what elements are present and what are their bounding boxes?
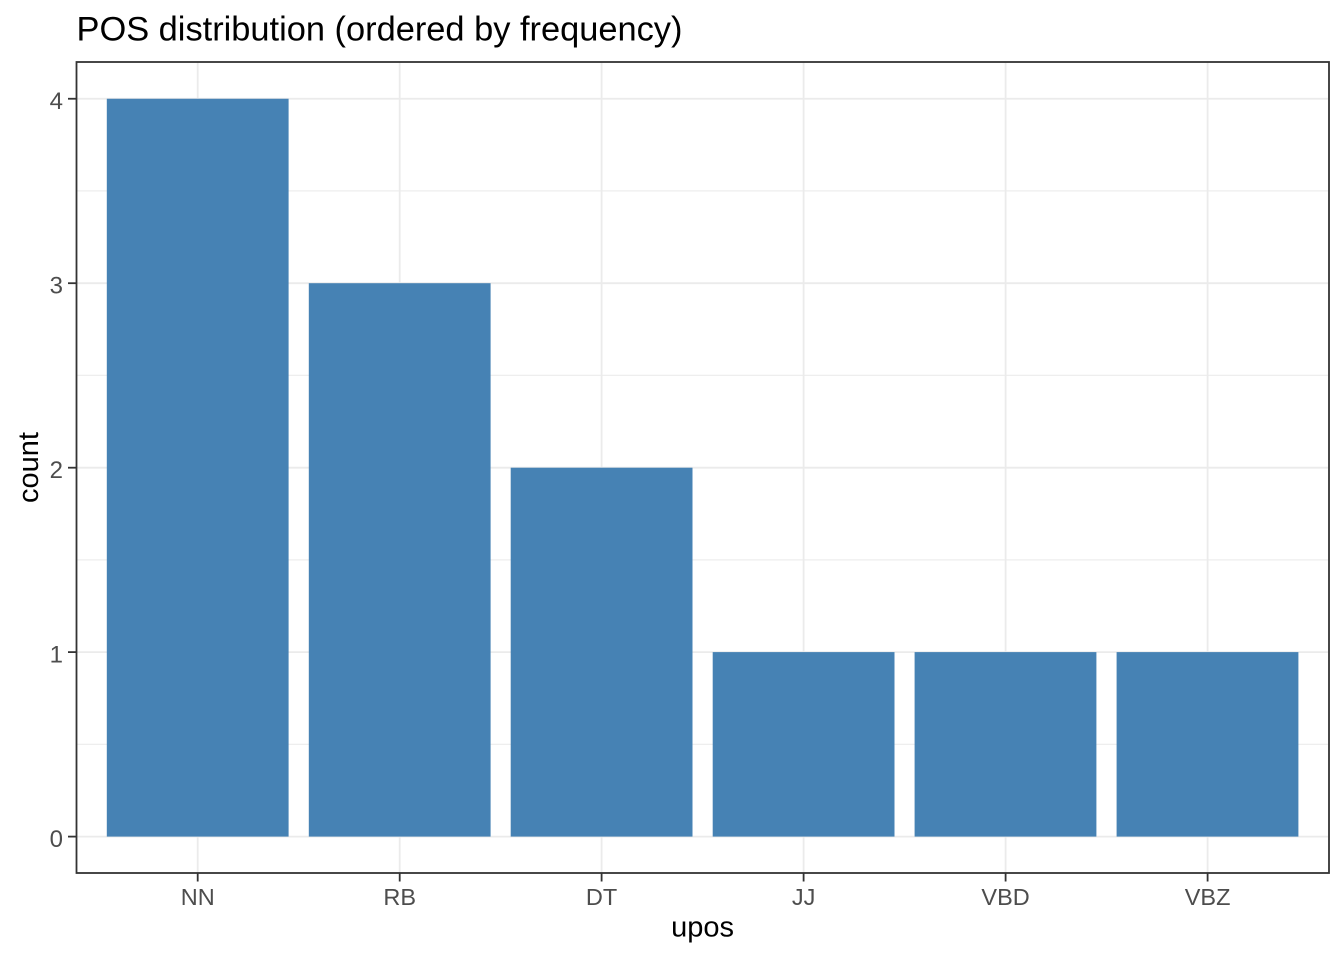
svg-text:JJ: JJ (792, 884, 816, 910)
svg-text:3: 3 (50, 273, 63, 300)
svg-text:DT: DT (586, 884, 617, 910)
svg-text:VBD: VBD (981, 884, 1029, 910)
svg-text:0: 0 (50, 826, 63, 853)
svg-text:RB: RB (383, 884, 416, 910)
svg-text:NN: NN (181, 884, 215, 910)
svg-text:2: 2 (50, 457, 63, 484)
svg-text:4: 4 (50, 88, 63, 115)
svg-text:count: count (13, 432, 45, 503)
svg-text:upos: upos (671, 912, 734, 944)
svg-text:VBZ: VBZ (1185, 884, 1231, 910)
svg-text:1: 1 (50, 641, 63, 668)
svg-text:POS distribution (ordered by f: POS distribution (ordered by frequency) (77, 10, 683, 48)
